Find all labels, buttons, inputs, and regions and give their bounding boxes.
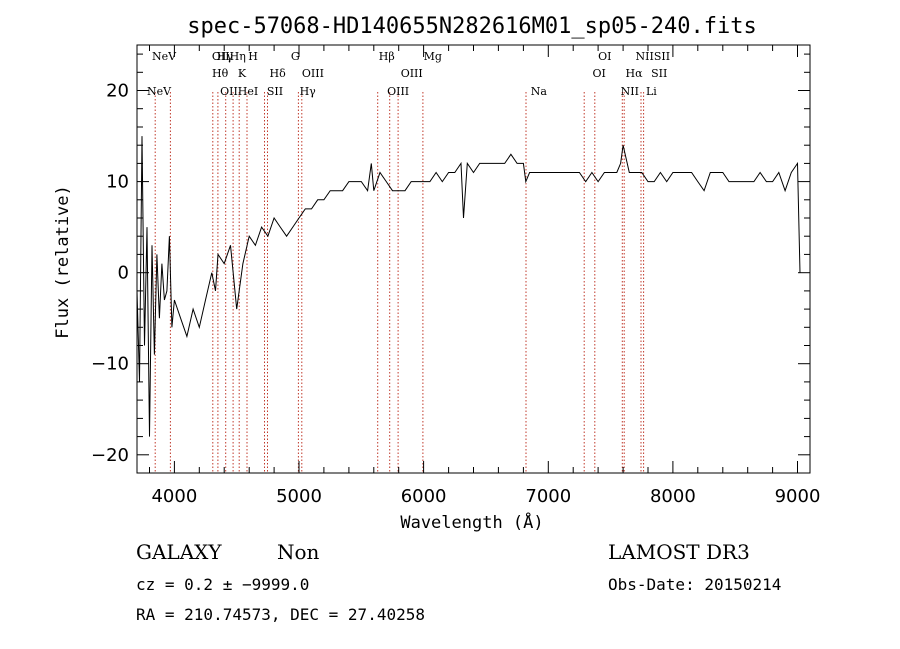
y-axis-label: Flux (relative): [53, 185, 73, 339]
redshift-text: cz = 0.2 ± −9999.0: [136, 575, 309, 594]
x-tick-label: 5000: [276, 486, 322, 507]
emission-line-markers: [154, 92, 645, 473]
emission-line-label: Hβ: [379, 50, 395, 63]
emission-line-label: OI: [598, 50, 611, 63]
x-axis-label: Wavelength (Å): [400, 511, 543, 533]
emission-line-label: H: [248, 50, 258, 63]
emission-line-label: NeV: [152, 50, 177, 63]
x-tick-label: 8000: [650, 486, 696, 507]
survey-label: LAMOST DR3: [608, 540, 750, 564]
emission-line-label: NIISII: [636, 50, 671, 63]
emission-line-label: OIIHη: [212, 50, 246, 63]
emission-line-label: OIII: [387, 85, 409, 98]
spectrum-line: [136, 136, 801, 437]
y-axis-ticks: −20 −10 0 10 20: [91, 53, 810, 474]
emission-line-label: NII: [621, 85, 639, 98]
x-tick-label: 9000: [775, 486, 821, 507]
x-tick-label: 4000: [151, 486, 197, 507]
emission-line-label: Na: [531, 85, 548, 98]
x-axis-ticks: 4000 5000 6000 7000 8000 9000: [149, 45, 821, 507]
y-tick-label: 10: [106, 172, 129, 193]
emission-line-label: Hα: [626, 67, 644, 80]
class-label: GALAXY: [136, 540, 222, 564]
y-tick-label: −10: [91, 354, 129, 375]
y-tick-label: 20: [106, 81, 129, 102]
emission-line-label: G: [291, 50, 300, 63]
subclass-label: Non: [277, 540, 320, 564]
x-tick-label: 6000: [401, 486, 447, 507]
emission-line-label: OIII: [401, 67, 423, 80]
y-tick-label: 0: [118, 263, 129, 284]
plot-frame: [136, 44, 811, 474]
emission-line-label: Hδ: [270, 67, 287, 80]
emission-line-label: Hθ: [212, 67, 229, 80]
obs-date-text: Obs-Date: 20150214: [608, 575, 781, 594]
emission-line-label: Li: [646, 85, 657, 98]
emission-line-label: Mg: [424, 50, 442, 63]
emission-line-label: SII: [651, 67, 667, 80]
emission-line-label: OIIHeI: [220, 85, 258, 98]
emission-line-label: Hγ: [300, 85, 317, 98]
emission-line-label: OIII: [302, 67, 324, 80]
chart-title: spec-57068-HD140655N282616M01_sp05-240.f…: [187, 14, 757, 39]
emission-line-label: OI: [593, 67, 606, 80]
y-tick-label: −20: [91, 445, 129, 466]
coords-text: RA = 210.74573, DEC = 27.40258: [136, 605, 425, 624]
emission-line-label: Hγ: [217, 50, 234, 63]
emission-line-label: SII: [267, 85, 283, 98]
x-tick-label: 7000: [525, 486, 571, 507]
emission-line-label: NeV: [147, 85, 172, 98]
emission-line-label: K: [238, 67, 247, 80]
